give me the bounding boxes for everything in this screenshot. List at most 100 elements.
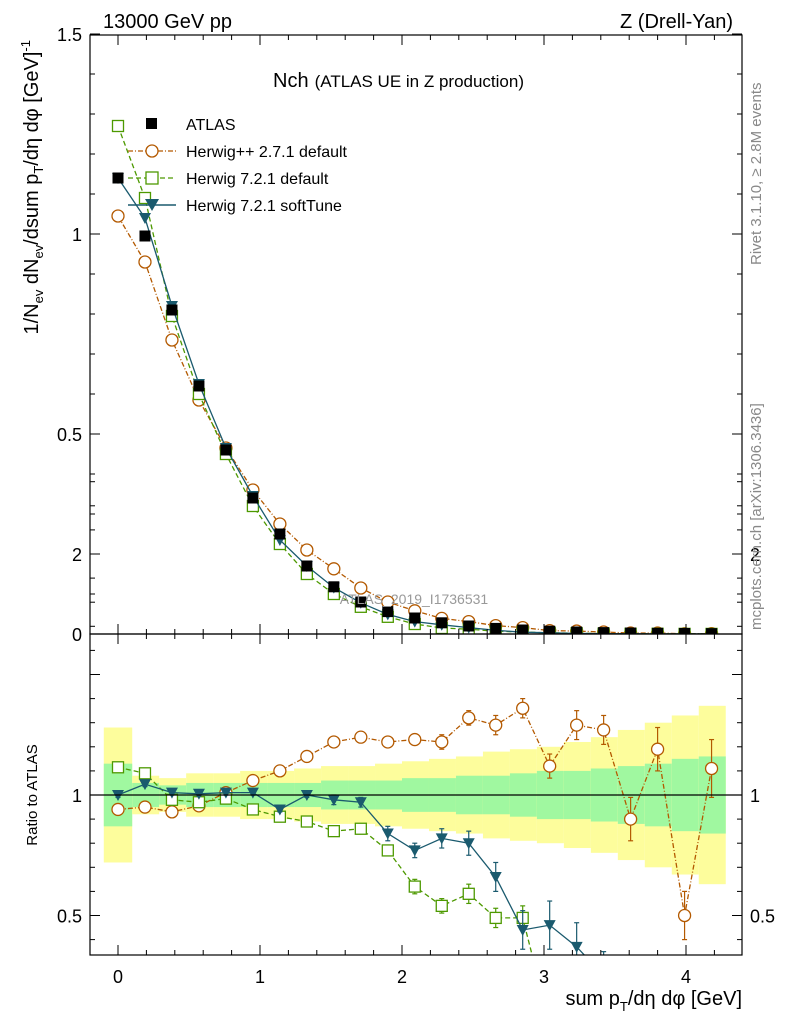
ratio-point-softtune [381, 828, 394, 840]
ratio-point-herwigpp [381, 735, 395, 749]
ratio-point-softtune [165, 787, 178, 799]
header-channel: Z (Drell-Yan) [620, 11, 733, 33]
main-point-atlas [247, 492, 259, 504]
ratio-point-herwig721 [111, 761, 125, 774]
ratio-point-herwigpp [273, 764, 287, 778]
legend-marker-herwig721 [145, 171, 159, 185]
ratio-point-softtune [354, 797, 367, 809]
ratio-point-herwig721 [706, 1018, 717, 1024]
main-point-atlas [193, 380, 205, 392]
ratio-point-herwigpp [516, 701, 530, 715]
ratio-point-softtune [679, 1019, 691, 1024]
main-point-atlas [490, 622, 502, 634]
y-tick-label-ratio-left: 1 [72, 786, 82, 806]
plot-title-sub: (ATLAS UE in Z production) [315, 72, 524, 91]
main-point-atlas [274, 528, 286, 540]
main-point-herwigpp [327, 562, 341, 576]
y-tick-label-ratio-left: 0.5 [57, 907, 82, 927]
ratio-point-herwigpp [650, 742, 665, 756]
rivet-version-label: Rivet 3.1.10, ≥ 2.8M events [748, 83, 765, 266]
y-tick-label-ratio-right: 0.5 [750, 907, 775, 927]
main-point-atlas [571, 626, 583, 634]
ratio-point-herwigpp [677, 908, 692, 923]
x-tick-label: 2 [397, 967, 407, 987]
main-point-atlas [679, 627, 691, 634]
ratio-point-herwig721 [327, 825, 340, 838]
main-point-herwigpp [111, 209, 125, 223]
ratio-point-herwigpp [462, 711, 476, 725]
ratio-point-herwigpp [435, 735, 449, 749]
x-tick-label: 1 [255, 967, 265, 987]
main-point-herwig721 [111, 119, 125, 133]
ratio-point-herwig721 [544, 1018, 555, 1024]
main-point-atlas [598, 627, 610, 634]
main-point-atlas [463, 620, 475, 632]
ratio-point-herwig721 [354, 822, 367, 835]
main-point-herwig721 [138, 191, 152, 205]
main-point-herwigpp [300, 543, 314, 557]
main-point-atlas [544, 625, 556, 634]
plot-title: Nch (ATLAS UE in Z production) [273, 70, 524, 92]
y-tick-label-ratio-left: 2 [72, 545, 82, 565]
x-tick-label: 0 [113, 967, 123, 987]
ratio-point-softtune [327, 794, 340, 806]
ratio-point-herwig721 [300, 815, 314, 828]
main-point-atlas [166, 304, 178, 316]
ratio-point-herwigpp [704, 761, 719, 776]
ratio-point-softtune [219, 787, 232, 799]
x-axis-label: sum pT/dη dφ [GeV] [565, 988, 742, 1014]
y-tick-label-main: 0 [72, 625, 82, 645]
y-axis-label-main: 1/Nev dNev/dsum pT/dη dφ [GeV]-1 [18, 40, 46, 335]
main-point-atlas [301, 560, 313, 572]
main-point-herwigpp [138, 255, 152, 269]
ratio-point-herwigpp [354, 730, 368, 744]
plot-title-main: Nch [273, 70, 309, 92]
ratio-point-herwig721 [435, 899, 448, 913]
ratio-point-herwig721 [462, 887, 475, 900]
ratio-point-herwigpp [596, 723, 611, 737]
main-point-herwigpp [273, 517, 287, 531]
y-tick-label-main: 1 [72, 225, 82, 245]
main-point-atlas [220, 444, 232, 456]
ratio-point-herwigpp [300, 749, 314, 764]
ratio-point-softtune [489, 871, 502, 883]
ratio-point-softtune [598, 971, 610, 982]
ratio-point-herwig721 [246, 803, 260, 816]
ratio-point-softtune [246, 787, 259, 799]
main-point-herwigpp [165, 333, 179, 347]
main-point-atlas [625, 627, 637, 634]
y-tick-label-main: 1.5 [57, 25, 82, 45]
legend-label-softtune: Herwig 7.2.1 softTune [186, 198, 342, 215]
x-tick-label: 4 [681, 967, 691, 987]
ratio-point-herwig721 [408, 880, 421, 893]
legend: ATLAS Herwig++ 2.7.1 default Herwig 7.2.… [128, 117, 348, 215]
main-point-atlas [517, 624, 529, 634]
ratio-point-herwig721 [571, 1018, 582, 1024]
ratio-point-herwigpp [246, 773, 260, 788]
main-point-softtune [138, 213, 151, 224]
ratio-point-herwigpp [327, 735, 341, 749]
x-tick-label: 3 [539, 967, 549, 987]
main-point-atlas [409, 612, 421, 624]
ratio-point-herwig721 [489, 911, 502, 925]
analysis-watermark: ATLAS_2019_I1736531 [340, 591, 489, 607]
main-point-atlas [436, 617, 448, 629]
main-point-herwigpp [354, 581, 368, 595]
ratio-point-softtune [138, 779, 151, 791]
ratio-point-herwigpp [111, 802, 125, 817]
ratio-point-herwigpp [408, 732, 422, 747]
y-tick-label-main: 0.5 [57, 425, 82, 445]
ratio-point-softtune [570, 941, 583, 953]
legend-marker-atlas [146, 118, 157, 129]
ratio-point-herwig721 [625, 1018, 636, 1024]
ratio-plot-series [111, 697, 719, 1024]
mcplots-source-label: mcplots.cern.ch [arXiv:1306.3436] [748, 403, 765, 630]
main-point-atlas [328, 581, 340, 593]
ratio-point-herwig721 [679, 1018, 690, 1024]
ratio-point-herwigpp [570, 718, 584, 732]
ratio-point-softtune [462, 838, 475, 850]
ratio-point-herwigpp [623, 812, 638, 826]
ratio-point-softtune [408, 845, 421, 857]
y-tick-label-ratio-right: 2 [750, 545, 760, 565]
